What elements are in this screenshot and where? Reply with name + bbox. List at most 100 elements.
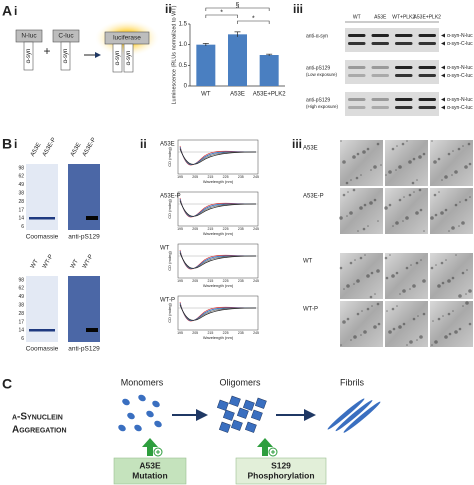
luciferase-label: luciferase xyxy=(113,35,141,42)
em-speck xyxy=(339,216,343,220)
blot-strip xyxy=(345,28,439,52)
lane-label: WT-P xyxy=(42,254,55,270)
em-speck xyxy=(385,174,387,176)
factor-box xyxy=(235,457,327,485)
cd-x-tick-label: 245 xyxy=(253,175,259,179)
x-tick-label: WT xyxy=(201,92,211,98)
cd-curve xyxy=(179,200,257,217)
em-speck xyxy=(469,196,471,198)
em-speck xyxy=(399,293,401,295)
stain-label: Coomassie xyxy=(26,234,59,241)
em-speck xyxy=(447,152,451,156)
em-speck xyxy=(360,334,362,336)
em-speck xyxy=(412,284,416,288)
syn-label: α-syn xyxy=(63,49,69,64)
em-speck xyxy=(349,211,353,215)
cd-curve xyxy=(179,198,257,218)
em-speck xyxy=(435,264,437,266)
band xyxy=(418,42,436,45)
em-speck xyxy=(345,181,349,185)
monomer xyxy=(138,394,146,402)
cd-curve xyxy=(179,146,257,166)
em-row-label: A53E xyxy=(303,146,318,152)
cd-x-tick-label: 225 xyxy=(223,279,229,283)
panel-label: C xyxy=(2,376,12,392)
em-speck xyxy=(353,335,357,339)
em-row-label: WT xyxy=(303,259,313,265)
syn-label: α-syn xyxy=(115,51,121,66)
em-speck xyxy=(357,230,359,232)
band-pointer xyxy=(441,73,445,78)
significance-bracket xyxy=(237,20,270,24)
cd-curve xyxy=(179,302,257,322)
fibril xyxy=(327,398,365,430)
em-speck xyxy=(392,225,394,227)
band-pointer xyxy=(441,105,445,110)
up-arrow xyxy=(257,438,273,456)
row-note: (Low exposure) xyxy=(306,72,338,77)
cd-curve xyxy=(179,303,257,321)
em-speck xyxy=(419,335,423,339)
em-speck xyxy=(422,312,426,316)
panel-sublabel: iii xyxy=(292,137,302,151)
band xyxy=(418,34,436,37)
oligomer xyxy=(222,409,235,421)
em-speck xyxy=(395,169,397,171)
n-luc-label: N-luc xyxy=(21,33,37,40)
plus-sign xyxy=(271,450,275,454)
em-speck xyxy=(392,327,396,331)
em-speck xyxy=(369,201,373,205)
factor-label: Mutation xyxy=(132,470,167,480)
em-speck xyxy=(391,274,395,278)
significance-bracket xyxy=(205,7,270,11)
em-speck xyxy=(352,188,356,192)
em-speck xyxy=(433,193,437,197)
x-tick-label: A53E+PLK2 xyxy=(253,92,287,98)
marker-label: 98 xyxy=(18,165,24,171)
em-speck xyxy=(434,340,438,344)
em-speck xyxy=(370,271,374,275)
em-speck xyxy=(362,150,366,154)
cd-title: WT xyxy=(160,246,170,252)
band xyxy=(395,98,413,101)
em-speck xyxy=(437,284,441,288)
factor-box xyxy=(113,457,187,485)
em-speck xyxy=(363,203,367,207)
y-tick-label: 0 xyxy=(184,84,188,90)
em-speck xyxy=(373,198,377,202)
em-speck xyxy=(366,147,370,151)
cd-x-tick-label: 215 xyxy=(207,331,213,335)
oligomer xyxy=(242,399,255,411)
cd-x-tick-label: 235 xyxy=(238,227,244,231)
cd-x-tick-label: 215 xyxy=(207,279,213,283)
em-speck xyxy=(430,266,434,270)
oligomer xyxy=(228,395,241,407)
em-speck xyxy=(458,294,462,298)
marker-label: 28 xyxy=(18,311,24,317)
cd-x-tick-label: 215 xyxy=(207,175,213,179)
stain-label: anti-pS129 xyxy=(68,234,100,241)
em-speck xyxy=(347,191,349,193)
em-speck xyxy=(454,330,458,334)
band-label: α-syn-N-luc xyxy=(447,65,473,71)
em-speck xyxy=(408,160,412,164)
em-speck xyxy=(409,288,411,290)
stain-label: anti-pS129 xyxy=(68,346,100,353)
em-speck xyxy=(395,221,399,225)
em-speck xyxy=(406,344,408,346)
cd-x-tick-label: 235 xyxy=(238,331,244,335)
em-speck xyxy=(420,259,422,261)
band-label: α-syn-C-luc xyxy=(447,105,473,111)
syn-label: α-syn xyxy=(26,49,32,64)
up-arrow xyxy=(142,438,158,456)
em-speck xyxy=(370,169,372,171)
cd-title: A53E xyxy=(160,142,175,148)
marker-label: 17 xyxy=(18,207,24,213)
band xyxy=(371,98,389,101)
em-speck xyxy=(388,203,392,207)
em-speck xyxy=(445,259,447,261)
cd-y-label: CD (mdeg) xyxy=(167,251,172,271)
marker-label: 38 xyxy=(18,191,24,197)
em-speck xyxy=(468,289,472,293)
em-speck xyxy=(391,147,395,151)
